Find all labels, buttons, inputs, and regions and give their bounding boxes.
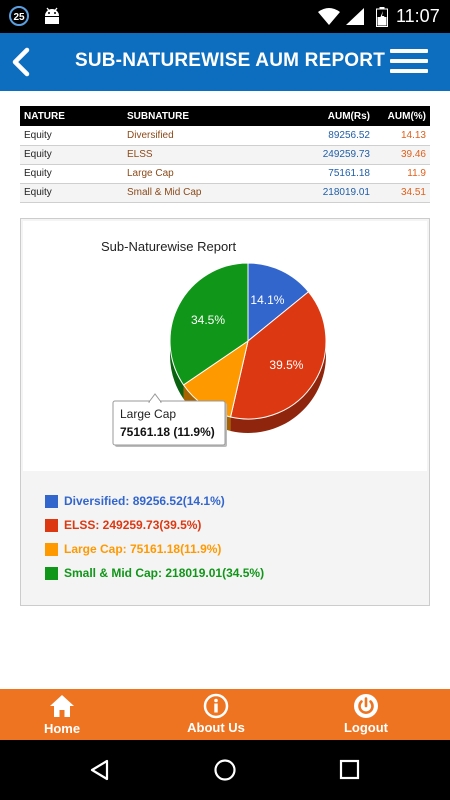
- legend-swatch: [45, 566, 58, 580]
- cell-signal-icon: [346, 8, 364, 25]
- pie-slice-elss[interactable]: [229, 291, 327, 420]
- cell-aum-pct: 14.13: [400, 129, 426, 141]
- wifi-icon: [318, 8, 340, 25]
- legend-label: Large Cap: 75161.18(11.9%): [64, 542, 222, 556]
- nav-home-button[interactable]: Home: [22, 689, 102, 740]
- android-icon: [45, 7, 59, 24]
- chart-tooltip: Large Cap 75161.18 (11.9%): [112, 393, 227, 447]
- nav-about-label: About Us: [187, 720, 245, 735]
- chart-card: 14.1% 39.5% 34.5% Large Cap 75161.18 (11.9%)…: [20, 218, 430, 606]
- table-row: Equity Large Cap 75161.18 11.9: [20, 164, 430, 183]
- pie-slice-side: [230, 341, 327, 433]
- cell-nature: Equity: [24, 149, 52, 160]
- app-header: SUB-NATUREWISE AUM REPORT: [0, 33, 450, 91]
- column-header-aum-rs: AUM(Rs): [327, 110, 370, 122]
- pie-data-label: 39.5%: [269, 358, 303, 372]
- cell-subnature: Small & Mid Cap: [127, 187, 202, 198]
- notification-badge-icon: 25: [9, 6, 29, 26]
- system-nav-bar: [0, 740, 450, 800]
- table-header-row: NATURE SUBNATURE AUM(Rs) AUM(%): [20, 106, 430, 126]
- aum-table: NATURE SUBNATURE AUM(Rs) AUM(%) Equity D…: [20, 106, 430, 203]
- pie-chart[interactable]: 14.1% 39.5% 34.5% Large Cap 75161.18 (11.9%): [23, 221, 427, 471]
- power-icon: [354, 694, 378, 718]
- cell-subnature: Large Cap: [127, 168, 174, 179]
- cell-aum-rs: 249259.73: [322, 149, 370, 160]
- nav-logout-label: Logout: [343, 720, 389, 735]
- legend-swatch: [45, 494, 58, 508]
- legend-label: Small & Mid Cap: 218019.01(34.5%): [64, 566, 265, 580]
- nav-about-button[interactable]: About Us: [176, 689, 256, 740]
- tooltip-value: 75161.18 (11.9%): [120, 425, 215, 439]
- chart-legend: Diversified: 89256.52(14.1%) ELSS: 24925…: [45, 489, 264, 585]
- chart-title: Sub-Naturewise Report: [101, 239, 237, 254]
- status-bar: 25 11:07: [0, 0, 450, 33]
- page-title: SUB-NATUREWISE AUM REPORT: [74, 50, 386, 71]
- pie-slice-side: [170, 341, 184, 399]
- cell-aum-rs: 89256.52: [328, 129, 370, 141]
- info-icon: [203, 693, 229, 719]
- cell-subnature: ELSS: [127, 149, 153, 160]
- column-header-subnature: SUBNATURE: [127, 110, 190, 122]
- legend-swatch: [45, 518, 58, 532]
- cell-nature: Equity: [24, 168, 52, 179]
- pie-slice-diversified[interactable]: [247, 262, 310, 343]
- legend-label: Diversified: 89256.52(14.1%): [64, 494, 225, 508]
- legend-item[interactable]: Small & Mid Cap: 218019.01(34.5%): [45, 561, 264, 585]
- chevron-left-icon[interactable]: [6, 44, 42, 80]
- nav-home-label: Home: [43, 721, 81, 736]
- table-row: Equity Small & Mid Cap 218019.01 34.51: [20, 183, 430, 202]
- column-header-aum-pct: AUM(%): [387, 110, 426, 122]
- cell-nature: Equity: [24, 187, 52, 198]
- legend-item[interactable]: Large Cap: 75161.18(11.9%): [45, 537, 264, 561]
- cell-aum-pct: 34.51: [400, 187, 426, 198]
- chart-area: 14.1% 39.5% 34.5% Large Cap 75161.18 (11.9%)…: [23, 221, 427, 471]
- recents-square-icon[interactable]: [338, 758, 362, 782]
- hamburger-menu-icon[interactable]: [390, 49, 428, 75]
- legend-item[interactable]: Diversified: 89256.52(14.1%): [45, 489, 264, 513]
- legend-item[interactable]: ELSS: 249259.73(39.5%): [45, 513, 264, 537]
- cell-aum-pct: 39.46: [400, 149, 426, 160]
- table-row: Equity Diversified 89256.52 14.13: [20, 126, 430, 145]
- battery-icon: [376, 7, 388, 27]
- back-triangle-icon[interactable]: [88, 758, 112, 782]
- status-time: 11:07: [396, 6, 440, 26]
- cell-aum-rs: 218019.01: [322, 187, 370, 198]
- home-icon: [50, 695, 74, 717]
- nav-logout-button[interactable]: Logout: [326, 689, 406, 740]
- legend-swatch: [45, 542, 58, 556]
- pie-data-label: 14.1%: [250, 293, 284, 307]
- cell-nature: Equity: [24, 129, 52, 141]
- cell-subnature: Diversified: [127, 129, 174, 141]
- bottom-nav: Home About Us Logout: [0, 689, 450, 740]
- pie-data-label: 34.5%: [191, 313, 225, 327]
- table-row: Equity ELSS 249259.73 39.46: [20, 145, 430, 164]
- cell-aum-pct: 11.9: [407, 168, 426, 179]
- column-header-nature: NATURE: [24, 110, 65, 122]
- tooltip-title: Large Cap: [120, 407, 176, 421]
- cell-aum-rs: 75161.18: [328, 168, 370, 179]
- legend-label: ELSS: 249259.73(39.5%): [64, 518, 202, 532]
- home-circle-icon[interactable]: [213, 758, 237, 782]
- pie-slice-small-mid-cap[interactable]: [169, 262, 249, 386]
